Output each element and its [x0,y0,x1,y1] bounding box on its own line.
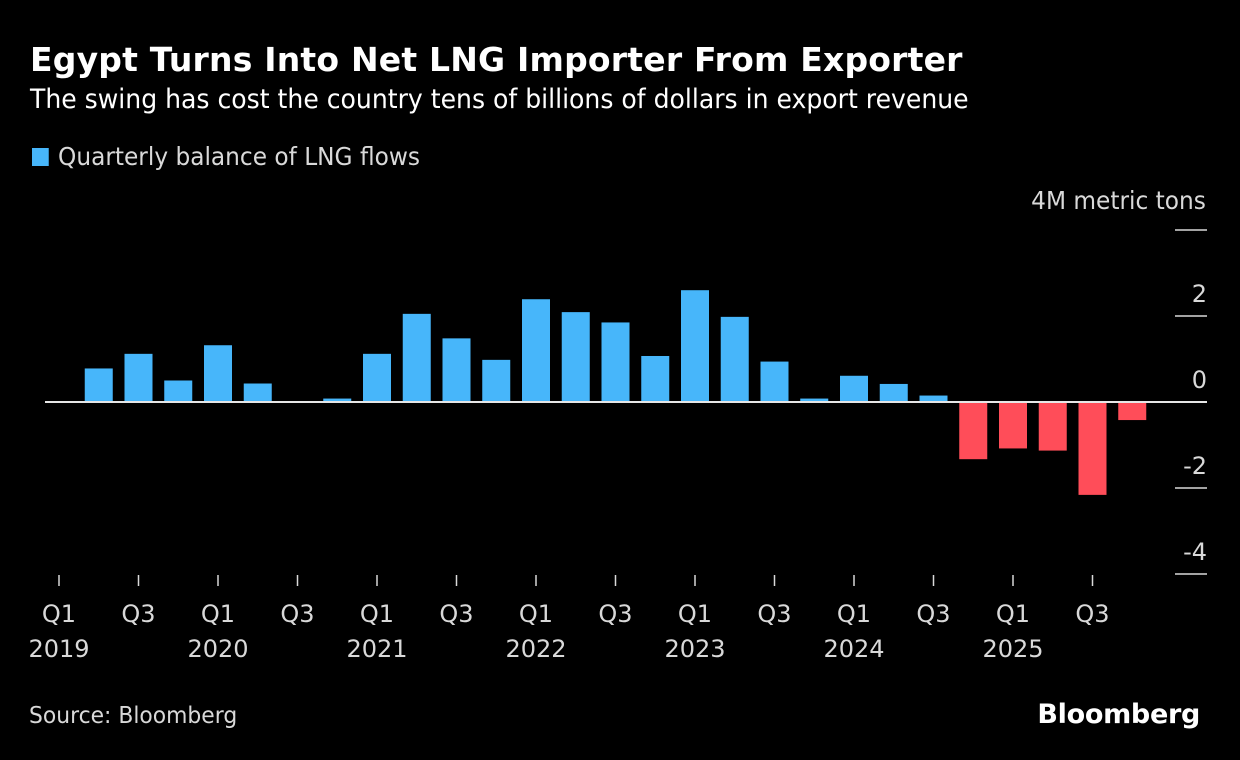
y-tick-label: 2 [1192,280,1207,308]
bar-q4-2019 [164,380,193,402]
x-tick-label-year: 2019 [28,635,89,663]
bar-q4-2025 [1118,402,1147,421]
bar-q4-2021 [482,359,511,402]
y-axis-unit-label: 4M metric tons [1031,186,1206,215]
bar-q3-2025 [1078,402,1107,495]
bar-q3-2019 [124,353,153,402]
x-tick-label-year: 2020 [187,635,248,663]
x-tick-label-quarter: Q1 [42,600,76,628]
chart-subtitle: The swing has cost the country tens of b… [30,84,969,115]
bar-q4-2020 [323,398,352,402]
bar-q4-2024 [959,402,988,460]
x-tick-label-quarter: Q1 [201,600,235,628]
bar-q1-2022 [522,299,550,402]
x-tick-label-year: 2022 [505,635,566,663]
source-note: Source: Bloomberg [29,703,238,729]
x-tick-label-year: 2025 [982,635,1043,663]
bar-q3-2021 [442,338,471,402]
x-tick-label-quarter: Q1 [996,600,1030,628]
y-tick-label: -2 [1183,452,1207,480]
bars [84,290,1147,495]
x-tick-label-quarter: Q3 [1075,600,1109,628]
x-tick-label-quarter: Q1 [678,600,712,628]
x-tick-label-quarter: Q3 [757,600,791,628]
bar-q2-2019 [84,368,113,402]
bar-q1-2020 [204,345,232,402]
bar-q2-2021 [402,313,431,402]
legend-label: Quarterly balance of LNG flows [58,142,420,171]
x-axis: Q1 2019 Q3 Q1 2020 Q3 Q1 2021 Q3 Q1 2022 Q3 Q1 2023 Q3… [28,575,1110,663]
x-tick-label-quarter: Q3 [439,600,473,628]
bar-q2-2022 [561,312,590,402]
bar-q1-2025 [999,402,1027,449]
x-tick-label-year: 2021 [346,635,407,663]
x-tick-label-quarter: Q3 [280,600,314,628]
x-tick-label-quarter: Q3 [121,600,155,628]
bar-q3-2023 [760,361,789,402]
bar-q2-2025 [1038,402,1067,451]
y-tick-label: -4 [1183,538,1207,566]
bar-q2-2023 [720,316,749,402]
bar-q2-2020 [243,383,272,402]
bar-q4-2022 [641,355,670,402]
bar-q3-2024 [919,395,948,402]
x-tick-label-quarter: Q3 [598,600,632,628]
x-tick-label-quarter: Q3 [916,600,950,628]
legend-swatch [32,147,49,166]
bar-q2-2024 [879,383,908,402]
legend: Quarterly balance of LNG flows [32,142,420,171]
bar-q1-2024 [840,375,868,402]
bar-q1-2023 [681,290,709,402]
x-tick-label-quarter: Q1 [360,600,394,628]
bar-q3-2022 [601,322,630,402]
bar-q1-2021 [363,353,391,402]
x-tick-label-year: 2024 [823,635,884,663]
x-tick-label-quarter: Q1 [837,600,871,628]
x-tick-label-year: 2023 [664,635,725,663]
y-tick-label: 0 [1192,366,1207,394]
bloomberg-logo: Bloomberg [1037,699,1200,730]
x-tick-label-quarter: Q1 [519,600,553,628]
bar-q4-2023 [800,398,829,402]
chart-title: Egypt Turns Into Net LNG Importer From E… [30,40,963,79]
